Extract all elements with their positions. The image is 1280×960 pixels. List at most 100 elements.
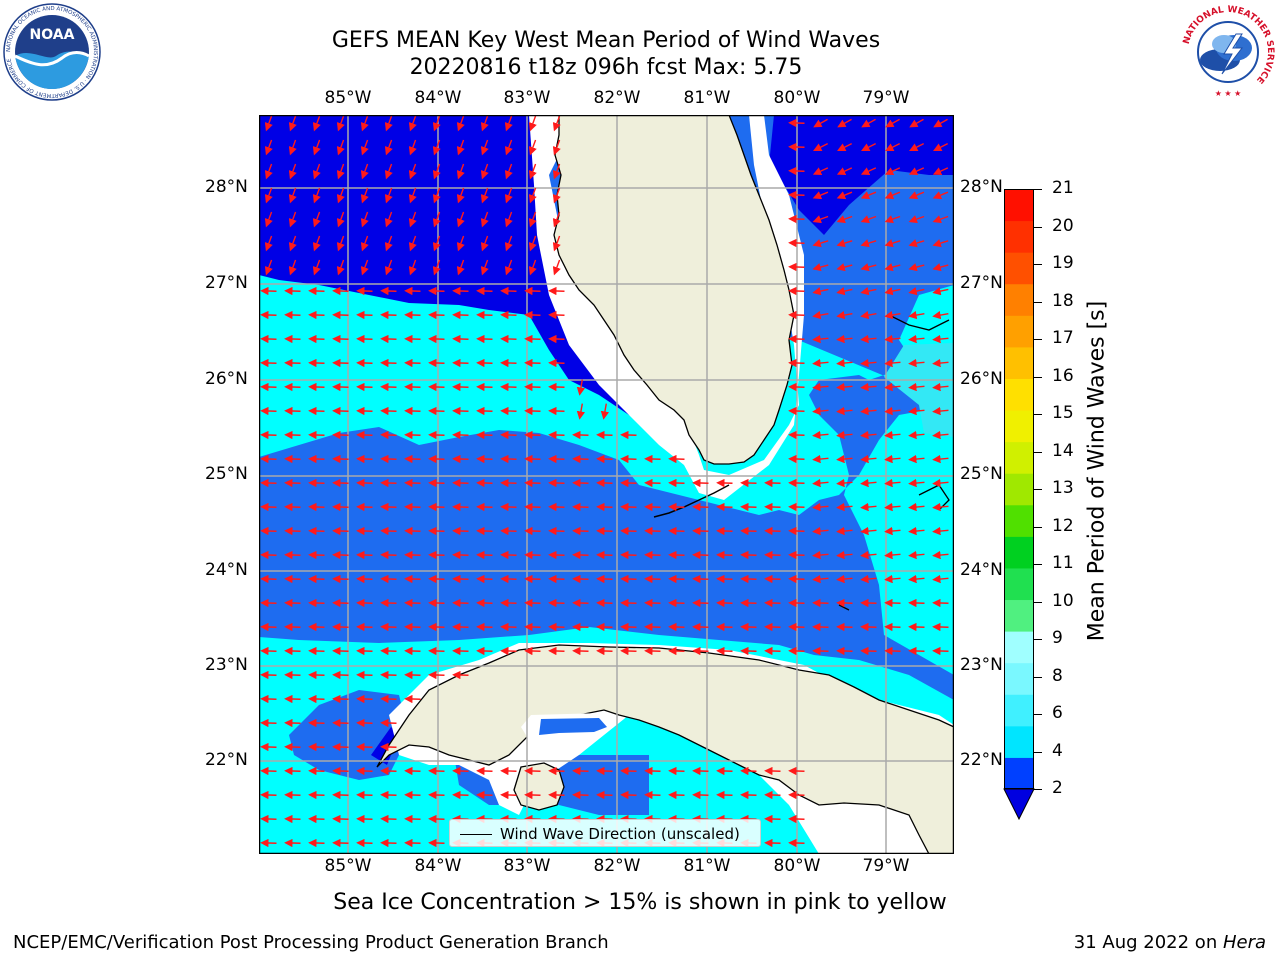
wind-wave-arrow: [452, 766, 469, 776]
wind-wave-arrow: [788, 814, 805, 824]
wind-wave-arrow: [356, 478, 373, 488]
wind-wave-arrow: [452, 478, 469, 488]
wind-wave-arrow: [528, 259, 537, 276]
wind-wave-arrow: [332, 430, 349, 440]
wind-wave-arrow: [552, 235, 561, 252]
wind-wave-arrow: [596, 478, 613, 488]
wind-wave-arrow: [384, 187, 393, 204]
wind-wave-arrow: [360, 139, 369, 156]
wind-wave-arrow: [380, 718, 397, 728]
map-title: GEFS MEAN Key West Mean Period of Wind W…: [331, 28, 881, 53]
wind-wave-arrow: [620, 574, 637, 584]
wind-wave-arrow: [596, 526, 613, 536]
wind-wave-arrow: [548, 790, 565, 800]
wind-wave-arrow: [764, 502, 781, 512]
wind-wave-arrow: [740, 766, 757, 776]
wind-wave-arrow: [668, 790, 685, 800]
wind-wave-arrow: [740, 790, 757, 800]
wind-wave-arrow: [452, 406, 469, 416]
wind-wave-arrow: [548, 382, 565, 392]
wind-wave-arrow: [404, 622, 421, 632]
wind-wave-arrow: [524, 550, 541, 560]
wind-wave-arrow: [360, 187, 369, 204]
wind-wave-arrow: [500, 310, 517, 320]
wind-wave-arrow: [548, 454, 565, 464]
wind-wave-arrow: [284, 766, 301, 776]
wind-wave-arrow: [476, 550, 493, 560]
wind-wave-arrow: [380, 694, 397, 704]
wind-wave-arrow: [548, 526, 565, 536]
wind-wave-arrow: [500, 334, 517, 344]
wind-wave-arrow: [260, 334, 277, 344]
wind-wave-arrow: [836, 358, 853, 368]
wind-wave-arrow: [452, 622, 469, 632]
wind-wave-arrow: [884, 263, 901, 272]
wind-wave-arrow: [264, 115, 273, 132]
wind-wave-arrow: [500, 502, 517, 512]
wind-wave-arrow: [288, 187, 297, 204]
colorbar-tick-mark: [1034, 789, 1042, 790]
wind-wave-arrow: [332, 310, 349, 320]
wind-wave-arrow: [620, 598, 637, 608]
colorbar-segment: [1004, 567, 1034, 601]
wind-wave-arrow: [740, 478, 757, 488]
wind-wave-arrow: [528, 163, 537, 180]
wind-wave-arrow: [404, 766, 421, 776]
wind-wave-arrow: [336, 187, 345, 204]
wind-wave-arrow: [668, 478, 685, 488]
wind-wave-arrow: [908, 358, 925, 368]
colorbar-tick-label: 20: [1052, 215, 1074, 236]
wind-wave-arrow: [716, 646, 733, 656]
wind-wave-arrow: [552, 115, 561, 132]
wind-wave-arrow: [408, 163, 417, 180]
wind-wave-arrow: [788, 430, 805, 440]
wind-wave-arrow: [860, 430, 877, 440]
wind-wave-arrow: [356, 430, 373, 440]
wind-wave-arrow: [356, 526, 373, 536]
wind-wave-arrow: [788, 478, 805, 488]
wind-wave-arrow: [764, 838, 781, 848]
wind-wave-arrow: [380, 478, 397, 488]
wind-wave-arrow: [836, 430, 853, 440]
wind-wave-arrow: [284, 598, 301, 608]
wind-wave-arrow: [336, 115, 345, 132]
wind-wave-arrow: [860, 167, 877, 176]
wind-wave-arrow: [408, 187, 417, 204]
wind-wave-arrow: [500, 454, 517, 464]
wind-wave-arrow: [480, 235, 489, 252]
wind-wave-arrow: [933, 142, 949, 152]
wind-wave-arrow: [312, 187, 321, 204]
wind-wave-arrow: [500, 766, 517, 776]
wind-wave-arrow: [284, 334, 301, 344]
land-isle-of-youth: [513, 762, 565, 811]
wind-wave-arrow: [432, 211, 441, 228]
wind-wave-arrow: [308, 838, 325, 848]
wind-wave-arrow: [716, 526, 733, 536]
wind-wave-arrow: [476, 526, 493, 536]
lon-label-top: 79°W: [862, 88, 910, 108]
wind-wave-arrow: [812, 526, 829, 536]
wind-wave-arrow: [932, 406, 949, 416]
colorbar-tick-mark: [1034, 564, 1042, 565]
wind-wave-arrow: [668, 502, 685, 512]
wind-wave-arrow: [356, 766, 373, 776]
wind-wave-arrow: [548, 478, 565, 488]
wind-wave-arrow: [860, 622, 877, 632]
wind-wave-arrow: [380, 622, 397, 632]
wind-wave-arrow: [404, 574, 421, 584]
wind-wave-arrow: [908, 430, 925, 440]
wind-wave-arrow: [716, 478, 733, 488]
wind-wave-arrow: [932, 574, 949, 584]
wind-wave-arrow: [332, 382, 349, 392]
wind-wave-arrow: [933, 118, 948, 128]
wind-wave-arrow: [812, 191, 829, 200]
wind-wave-arrow: [620, 454, 637, 464]
wind-wave-arrow: [404, 694, 421, 704]
wind-wave-arrow: [884, 406, 901, 416]
wind-wave-arrow: [332, 358, 349, 368]
wind-wave-arrow: [620, 790, 637, 800]
wind-wave-arrow: [384, 163, 393, 180]
wind-wave-arrow: [528, 235, 537, 252]
wind-wave-arrow: [620, 646, 637, 656]
wind-wave-arrow: [812, 263, 829, 272]
